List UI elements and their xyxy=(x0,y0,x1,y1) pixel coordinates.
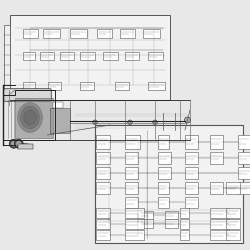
Bar xyxy=(10,15,170,100)
Bar xyxy=(80,52,95,60)
Ellipse shape xyxy=(18,144,32,149)
Bar xyxy=(158,135,169,149)
Bar xyxy=(125,219,144,229)
FancyBboxPatch shape xyxy=(4,89,51,101)
Circle shape xyxy=(14,139,23,148)
Bar xyxy=(96,135,110,149)
Bar xyxy=(125,230,144,240)
Bar xyxy=(140,210,153,219)
Bar xyxy=(226,182,239,194)
Bar xyxy=(70,29,87,38)
Bar xyxy=(165,219,178,228)
Bar xyxy=(95,125,242,242)
Bar xyxy=(125,52,139,60)
Ellipse shape xyxy=(18,102,42,132)
Bar xyxy=(158,167,171,179)
Bar xyxy=(226,230,239,240)
Bar xyxy=(210,208,229,218)
Bar xyxy=(125,152,138,164)
Bar xyxy=(22,29,38,38)
Bar xyxy=(96,230,110,240)
Bar xyxy=(4,25,10,90)
Bar xyxy=(148,82,165,90)
Bar xyxy=(210,219,229,229)
Bar xyxy=(96,167,110,179)
Bar xyxy=(22,82,35,90)
Bar xyxy=(48,82,61,90)
Bar xyxy=(158,197,168,207)
Bar xyxy=(210,230,229,240)
Bar xyxy=(158,182,168,194)
Bar xyxy=(102,52,118,60)
Bar xyxy=(125,135,140,149)
Bar xyxy=(210,152,223,164)
Bar xyxy=(96,219,110,229)
Bar xyxy=(60,52,74,60)
Bar xyxy=(238,167,250,179)
Ellipse shape xyxy=(24,110,36,125)
Bar xyxy=(165,210,178,219)
Bar xyxy=(185,135,198,149)
Ellipse shape xyxy=(20,106,40,129)
Circle shape xyxy=(177,140,185,148)
Bar xyxy=(238,182,250,194)
Circle shape xyxy=(9,139,18,148)
Circle shape xyxy=(17,142,21,146)
Bar xyxy=(125,182,138,194)
Bar xyxy=(120,29,135,38)
Bar xyxy=(226,219,239,229)
Bar xyxy=(185,197,198,207)
Bar xyxy=(18,144,32,149)
Bar xyxy=(125,167,138,179)
Bar xyxy=(210,182,223,194)
Bar xyxy=(185,182,198,194)
Bar xyxy=(142,29,160,38)
Bar xyxy=(185,167,198,179)
Bar xyxy=(52,102,62,108)
Bar xyxy=(238,152,250,164)
Bar xyxy=(185,152,198,164)
Circle shape xyxy=(184,117,190,123)
Bar xyxy=(158,152,171,164)
Bar xyxy=(226,208,239,218)
Circle shape xyxy=(180,142,183,146)
Circle shape xyxy=(153,120,157,124)
Bar xyxy=(125,208,144,218)
Circle shape xyxy=(172,142,176,146)
Bar xyxy=(96,208,110,218)
Bar xyxy=(180,230,189,240)
Bar xyxy=(115,82,129,90)
Bar xyxy=(125,197,138,207)
Bar xyxy=(50,108,70,132)
Bar xyxy=(22,52,35,60)
Circle shape xyxy=(128,120,132,124)
Circle shape xyxy=(93,120,97,124)
Bar xyxy=(96,182,110,194)
Bar xyxy=(40,52,54,60)
Bar xyxy=(148,52,162,60)
Bar xyxy=(238,135,250,149)
Bar xyxy=(180,208,189,218)
Bar xyxy=(15,98,52,138)
Bar xyxy=(80,82,94,90)
Bar xyxy=(210,135,222,149)
Bar xyxy=(98,29,112,38)
Circle shape xyxy=(12,142,16,146)
Bar xyxy=(140,219,153,228)
Circle shape xyxy=(170,140,178,148)
Bar xyxy=(42,29,60,38)
Bar xyxy=(180,219,189,229)
Circle shape xyxy=(161,140,169,148)
Circle shape xyxy=(163,142,167,146)
Bar xyxy=(96,152,110,164)
